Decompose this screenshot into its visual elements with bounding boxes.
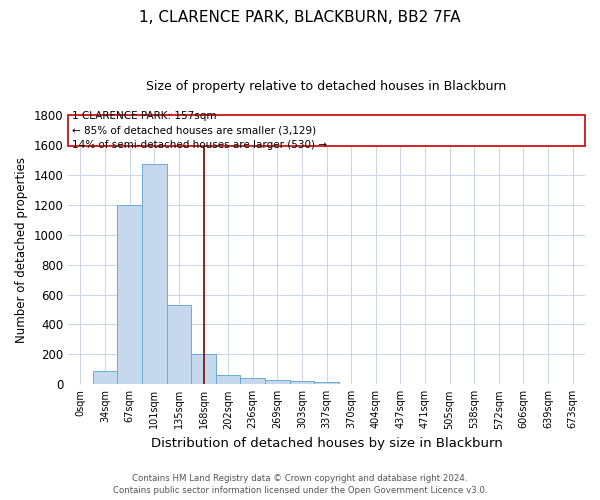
Text: 1, CLARENCE PARK, BLACKBURN, BB2 7FA: 1, CLARENCE PARK, BLACKBURN, BB2 7FA: [139, 10, 461, 25]
Bar: [265, 380, 290, 384]
Bar: [167, 305, 191, 384]
FancyBboxPatch shape: [68, 115, 585, 146]
X-axis label: Distribution of detached houses by size in Blackburn: Distribution of detached houses by size …: [151, 437, 502, 450]
Bar: [314, 382, 339, 384]
Bar: [118, 205, 142, 384]
Bar: [93, 371, 118, 384]
Bar: [241, 378, 265, 384]
Bar: [191, 354, 216, 384]
Text: Contains HM Land Registry data © Crown copyright and database right 2024.
Contai: Contains HM Land Registry data © Crown c…: [113, 474, 487, 495]
Title: Size of property relative to detached houses in Blackburn: Size of property relative to detached ho…: [146, 80, 507, 93]
Y-axis label: Number of detached properties: Number of detached properties: [15, 156, 28, 342]
Bar: [142, 164, 167, 384]
Text: 1 CLARENCE PARK: 157sqm
← 85% of detached houses are smaller (3,129)
14% of semi: 1 CLARENCE PARK: 157sqm ← 85% of detache…: [72, 110, 327, 150]
Bar: [216, 376, 241, 384]
Bar: [290, 382, 314, 384]
